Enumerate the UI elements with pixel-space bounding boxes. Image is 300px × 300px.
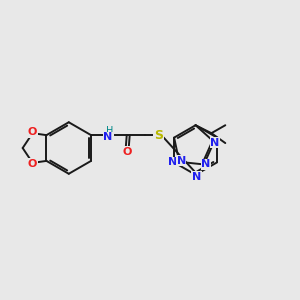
Text: N: N [192, 172, 201, 182]
Text: O: O [28, 127, 37, 137]
Text: O: O [28, 159, 37, 169]
Text: H: H [106, 126, 114, 136]
Text: S: S [154, 129, 163, 142]
Text: O: O [122, 147, 131, 157]
Text: N: N [167, 158, 177, 167]
Text: N: N [177, 156, 186, 166]
Text: N: N [103, 132, 112, 142]
Text: N: N [210, 138, 220, 148]
Text: N: N [201, 159, 211, 170]
